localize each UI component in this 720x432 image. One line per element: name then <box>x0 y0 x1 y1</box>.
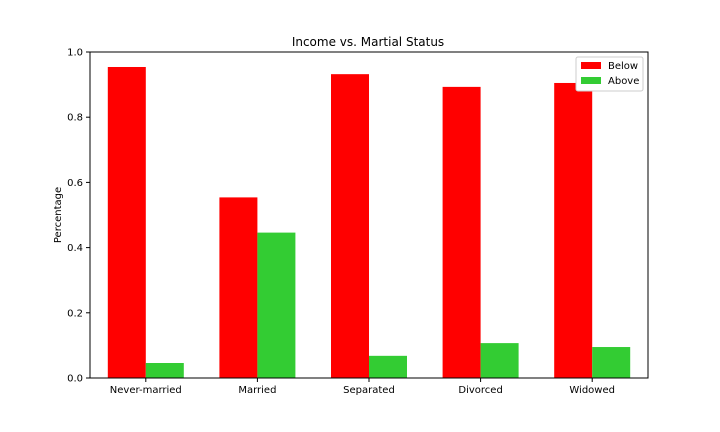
bar-below-widowed <box>554 82 593 378</box>
bar-below-married <box>219 197 258 378</box>
bar-above-divorced <box>480 343 519 378</box>
bar-above-married <box>257 232 296 378</box>
plot-frame <box>89 51 649 379</box>
bar-below-never-married <box>107 66 146 378</box>
y-axis-label: Percentage <box>53 187 64 243</box>
bar-above-separated <box>369 355 407 378</box>
legend: Below Above <box>575 56 644 92</box>
bar-above-widowed <box>592 347 631 378</box>
x-tick-label: Never-married <box>110 385 182 396</box>
legend-swatch-below <box>581 62 601 69</box>
x-tick-label: Widowed <box>569 385 615 396</box>
bar-above-never-married <box>145 363 184 378</box>
x-tick-label: Separated <box>343 385 395 396</box>
y-tick-label: 0.0 <box>67 374 83 385</box>
legend-label-above: Above <box>608 76 639 87</box>
bar-below-divorced <box>442 86 481 378</box>
y-ticks: 0.0 0.2 0.4 0.6 0.8 1.0 <box>67 48 90 385</box>
y-tick-label: 0.6 <box>67 178 83 189</box>
bars-group <box>107 66 631 378</box>
x-tick-label: Married <box>238 385 276 396</box>
x-tick-label: Divorced <box>458 385 502 396</box>
legend-label-below: Below <box>608 61 638 72</box>
legend-swatch-above <box>581 77 601 84</box>
x-ticks: Never-married Married Separated Divorced Wid… <box>110 378 615 396</box>
y-tick-label: 0.4 <box>67 243 83 254</box>
y-tick-label: 0.8 <box>67 113 83 124</box>
y-tick-label: 1.0 <box>67 48 83 59</box>
bar-below-separated <box>331 74 369 378</box>
y-tick-label: 0.2 <box>67 308 83 319</box>
chart-title: Income vs. Martial Status <box>292 35 444 49</box>
